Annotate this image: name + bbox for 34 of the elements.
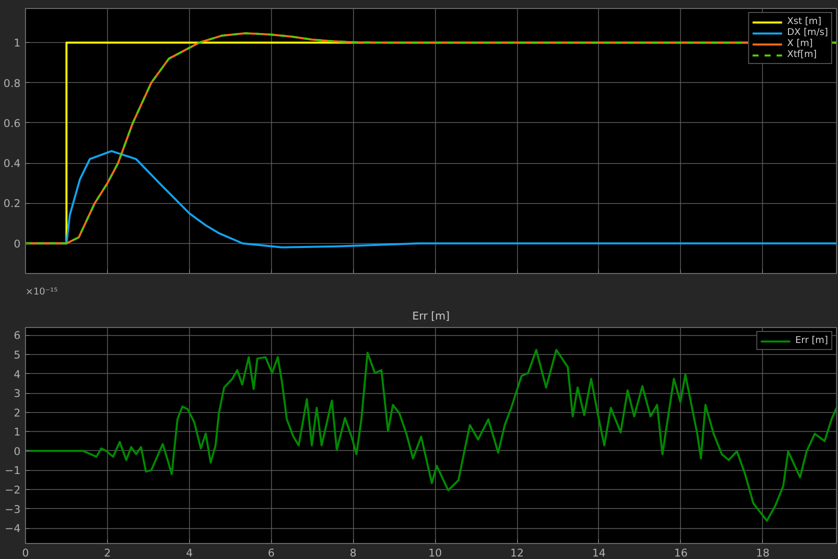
y-tick-label: 0.2 [4,197,21,210]
y-tick-label: 0 [14,237,21,250]
x-tick-label: 12 [510,546,524,559]
x-tick-label: 14 [592,546,606,559]
y-tick-label: 1 [14,426,20,439]
y-tick-label: 2 [14,406,20,420]
x-tick-label: 16 [674,546,688,559]
x-tick-label: 10 [428,546,442,559]
legend-label: Err [m] [795,335,828,346]
y-tick-label: 0 [14,444,21,458]
x-tick-label: 0 [22,546,30,559]
y-tick-label: −3 [4,502,21,516]
y-tick-label: 0.8 [4,76,21,90]
x-tick-label: 6 [268,546,275,559]
y-tick-label: −4 [4,522,21,536]
text: ×10⁻¹⁵ [26,286,58,298]
y-tick-label: 0.4 [4,157,21,170]
y-tick-label: 5 [14,348,20,362]
legend-label: X [m] [787,38,813,49]
x-tick-label: 4 [186,546,193,559]
legend-label: DX [m/s] [787,27,828,38]
x-tick-label: 8 [350,546,357,559]
y-tick-label: 6 [14,329,21,342]
y-tick-label: −2 [4,484,21,496]
y-tick-label: 4 [14,368,21,381]
y-tick-label: 1 [14,36,20,50]
x-tick-label: 18 [756,546,770,559]
x-tick-label: 2 [104,546,111,559]
y-tick-label: −1 [4,464,21,478]
y-tick-label: 3 [14,387,20,400]
legend-label: Xst [m] [787,16,822,27]
chart-title: Err [m] [412,310,450,322]
y-tick-label: 0.6 [4,116,21,130]
legend-label: Xtf[m] [787,49,817,60]
